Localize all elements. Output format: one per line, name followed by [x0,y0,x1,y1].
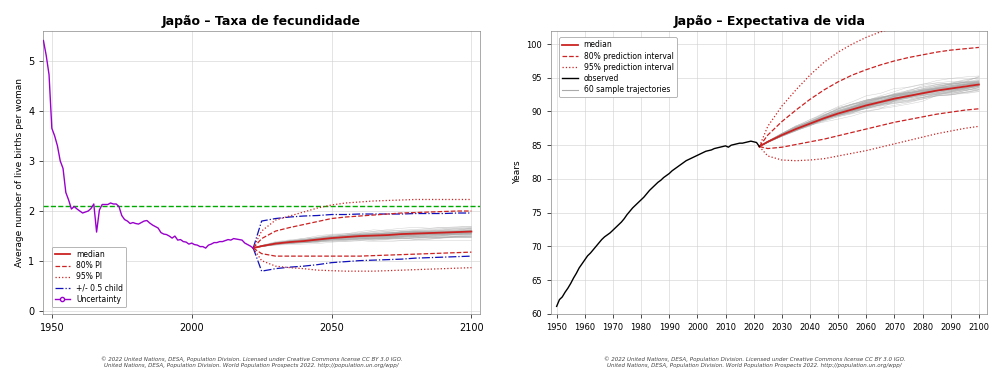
Text: © 2022 United Nations, DESA, Population Division. Licensed under Creative Common: © 2022 United Nations, DESA, Population … [604,357,905,368]
Title: Japão – Taxa de fecundidade: Japão – Taxa de fecundidade [162,15,361,28]
Title: Japão – Expectativa de vida: Japão – Expectativa de vida [673,15,865,28]
Text: © 2022 United Nations, DESA, Population Division. Licensed under Creative Common: © 2022 United Nations, DESA, Population … [101,357,402,368]
Legend: median, 80% prediction interval, 95% prediction interval, observed, 60 sample tr: median, 80% prediction interval, 95% pre… [559,37,677,97]
Y-axis label: Average number of live births per woman: Average number of live births per woman [15,78,24,267]
Legend: median, 80% PI, 95% PI, +/- 0.5 child, Uncertainty: median, 80% PI, 95% PI, +/- 0.5 child, U… [51,247,126,307]
Y-axis label: Years: Years [513,160,522,184]
